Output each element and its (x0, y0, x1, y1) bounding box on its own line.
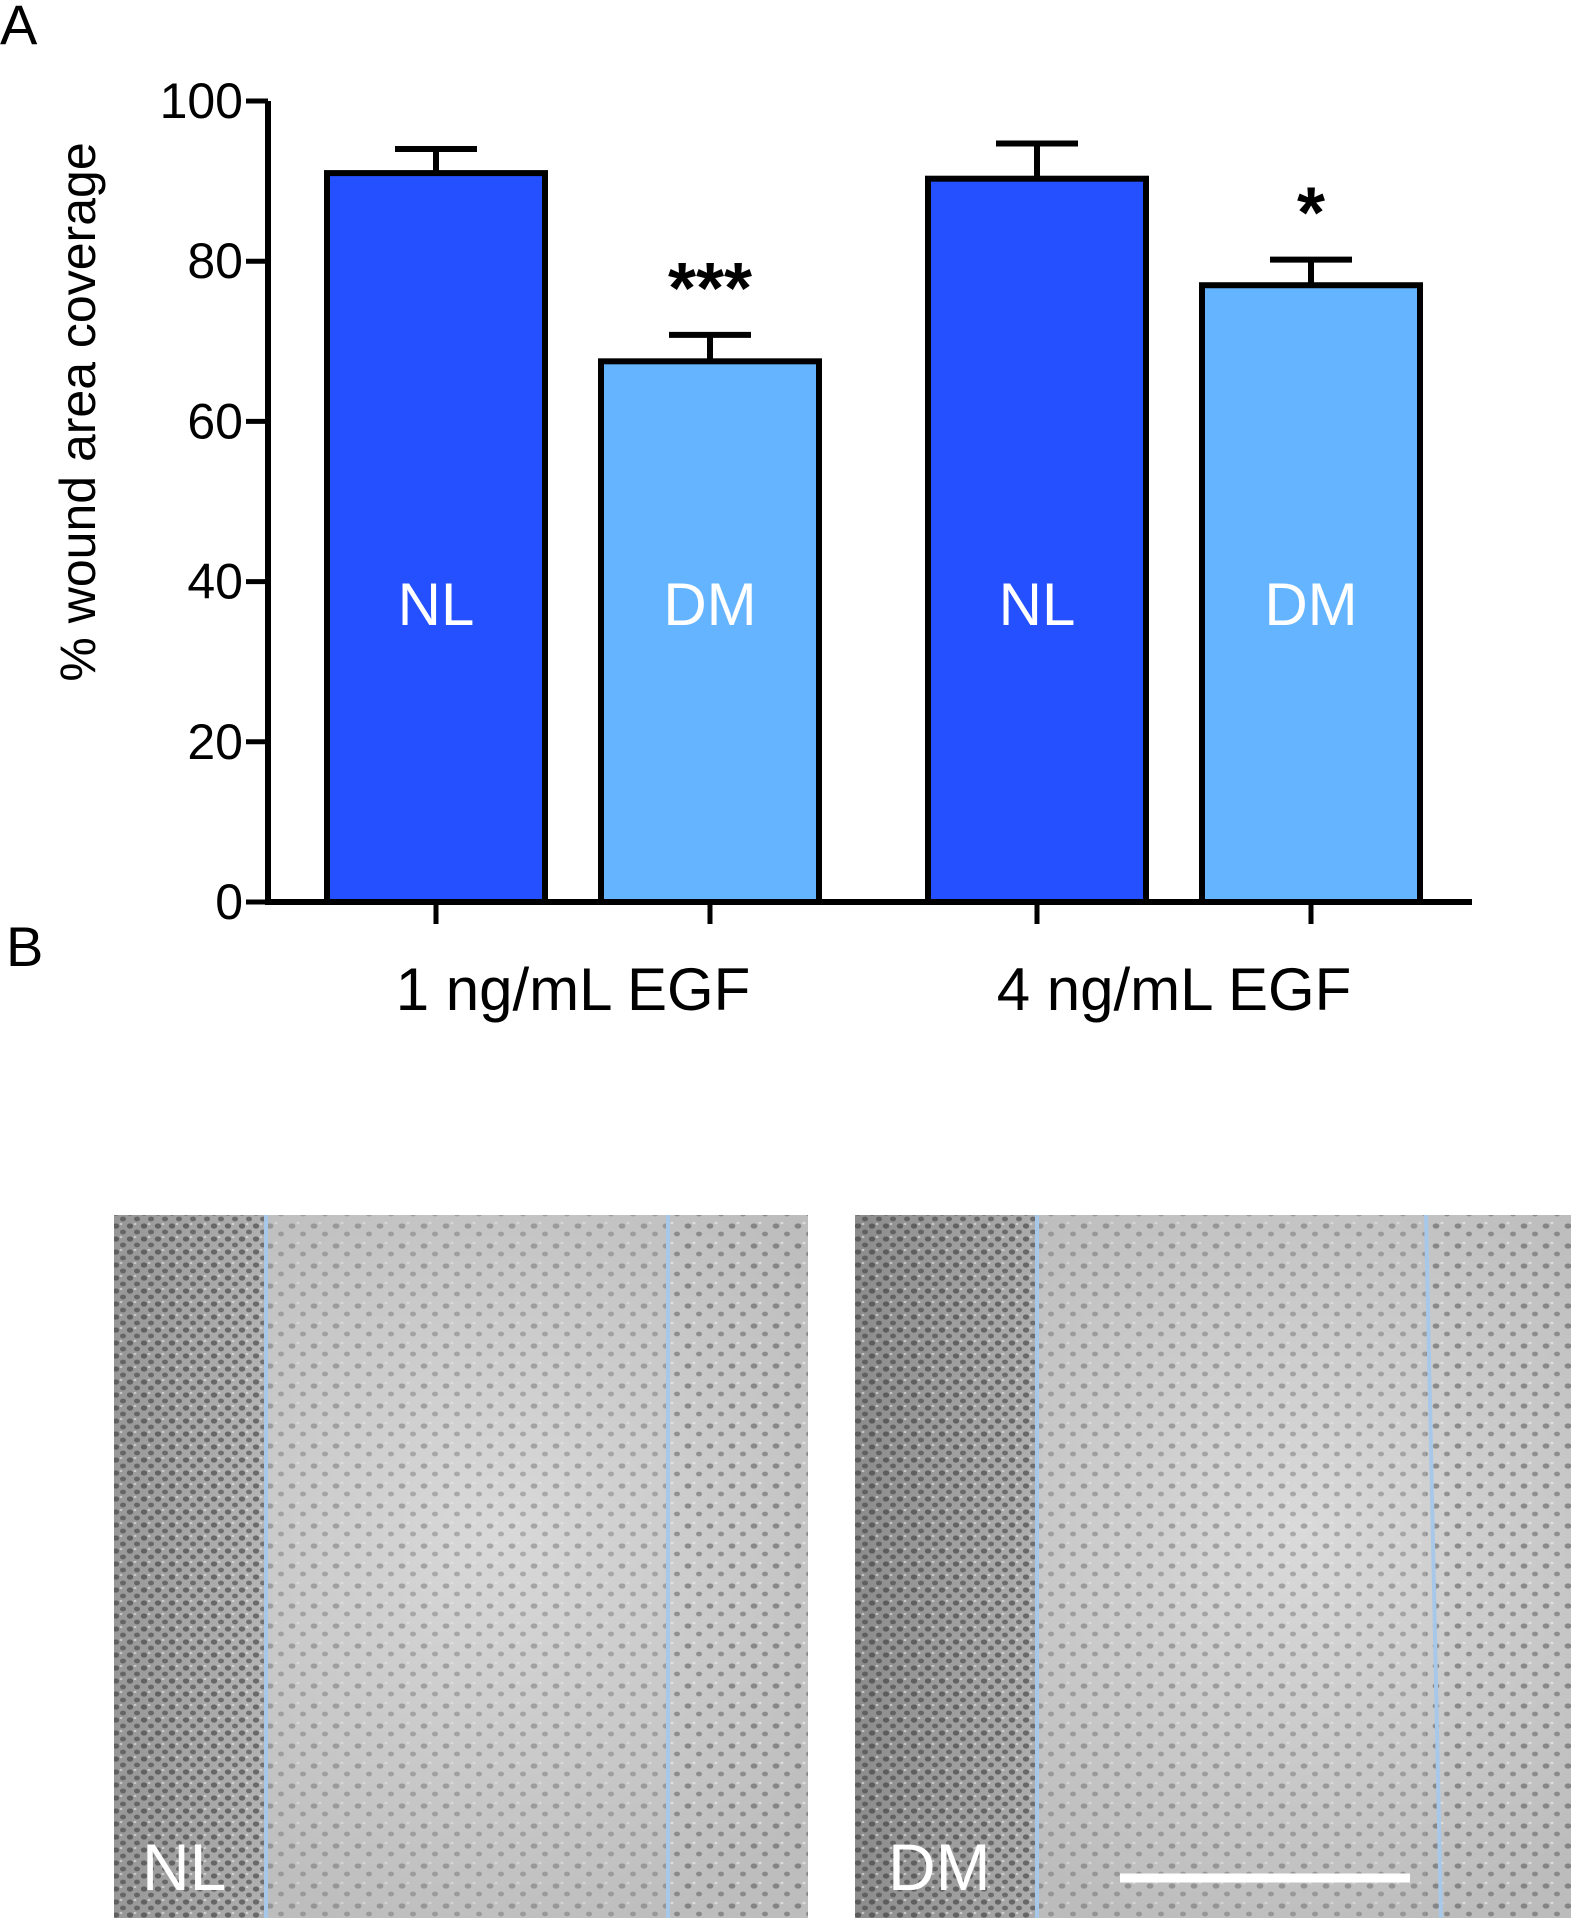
bar-group: NL (324, 146, 548, 905)
bar (925, 175, 1149, 905)
bar (1199, 282, 1423, 906)
bar-group: DM * (1199, 174, 1423, 906)
panel-a-label: A (0, 0, 38, 56)
x-axis: 1 ng/mL EGF 4 ng/mL EGF (265, 899, 1472, 1023)
bar-label: DM (663, 571, 756, 638)
bar-label: NL (999, 571, 1076, 638)
significance-marker: * (1297, 174, 1325, 254)
wound-edge-right-line (1424, 1214, 1443, 1918)
micrograph-dm: DM (855, 1214, 1571, 1918)
x-group-label: 4 ng/mL EGF (997, 956, 1352, 1023)
micrograph-dm-label: DM (888, 1830, 991, 1904)
bar-group: NL (925, 140, 1149, 905)
panel-b-label: B (6, 915, 43, 978)
bars: NL DM *** NL DM * (324, 140, 1423, 906)
y-tick-label: 60 (187, 393, 243, 449)
bar-label: DM (1264, 571, 1357, 638)
y-axis: 0 20 40 60 80 100 (160, 73, 271, 930)
y-tick-label: 80 (187, 233, 243, 289)
bar (598, 358, 822, 905)
bar-label: NL (398, 571, 475, 638)
y-tick-label: 40 (187, 554, 243, 610)
y-tick-label: 0 (215, 874, 243, 930)
micrograph-nl-label: NL (142, 1830, 226, 1904)
y-axis-label: % wound area coverage (50, 142, 106, 681)
y-tick-label: 100 (160, 73, 243, 129)
significance-marker: *** (668, 249, 752, 329)
y-tick-label: 20 (187, 714, 243, 770)
bar-chart: % wound area coverage 0 20 40 60 80 100 NL DM *… (50, 73, 1472, 1023)
bar-group: DM *** (598, 249, 822, 905)
x-group-label: 1 ng/mL EGF (396, 956, 751, 1023)
micrograph-nl: NL (114, 1215, 808, 1918)
bar (324, 170, 548, 905)
